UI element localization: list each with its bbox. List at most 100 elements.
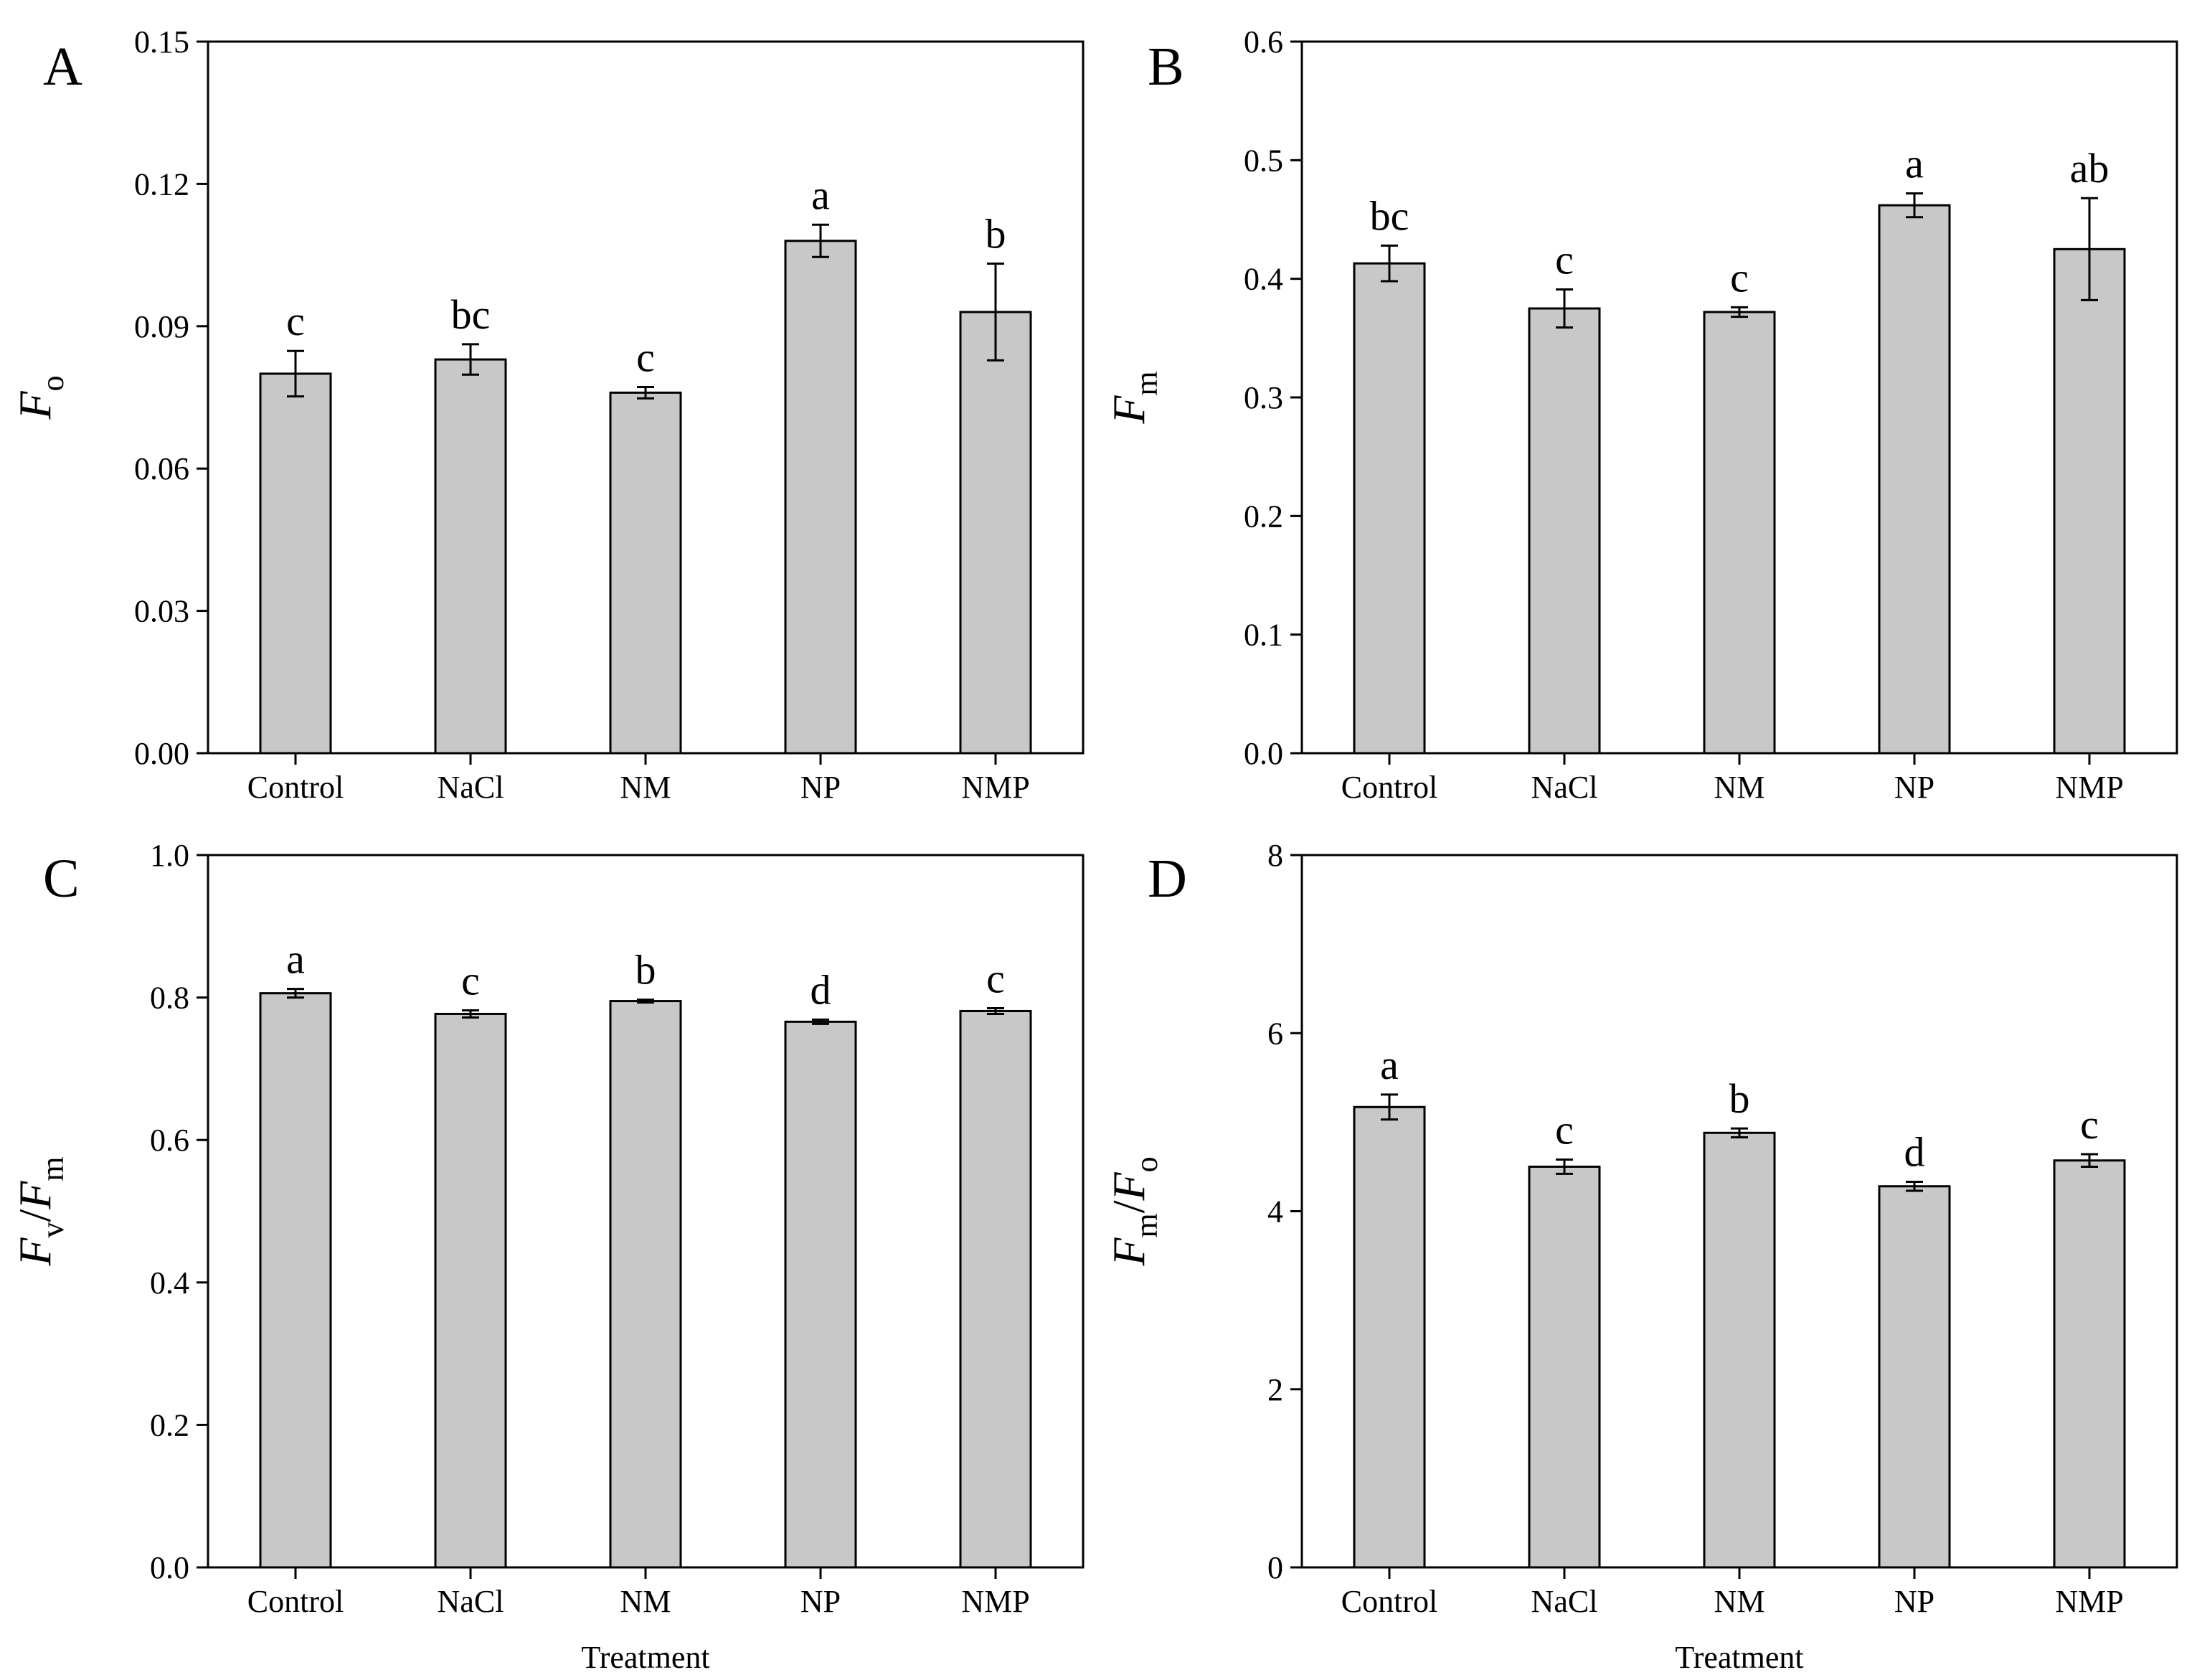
y-label-symbol: F <box>9 391 60 420</box>
significance-letter: bc <box>451 291 491 338</box>
significance-letter: c <box>1555 1107 1574 1153</box>
category-label: NP <box>800 770 841 805</box>
y-tick-label: 0.12 <box>134 166 189 202</box>
category-label: NMP <box>2055 1584 2123 1619</box>
bar <box>609 1000 682 1569</box>
y-tick-label: 0.2 <box>1244 499 1283 534</box>
category-label: Control <box>1341 770 1437 805</box>
bar <box>609 391 682 755</box>
y-label-subscript: o <box>1129 1156 1164 1172</box>
panel-d: 0 2 4 6 8 a Control c NaCl b NM d NP c NMP D Treatment Fm… <box>1103 838 2178 1675</box>
significance-letter: a <box>1380 1042 1399 1088</box>
bar <box>1353 1105 1426 1569</box>
y-label-subscript: v <box>35 1222 70 1238</box>
y-label-symbol: F <box>9 1181 60 1210</box>
panel-c: 0.0 0.2 0.4 0.6 0.8 1.0 a Control c NaCl b NM d NP c NM… <box>9 838 1085 1675</box>
category-label: NM <box>620 770 671 805</box>
category-label: NP <box>1894 770 1934 805</box>
bar <box>784 1020 857 1569</box>
panel-b: 0.0 0.1 0.2 0.3 0.4 0.5 0.6 bc Control c NaCl c NM a N… <box>1103 24 2178 805</box>
y-tick-label: 0.8 <box>150 981 189 1016</box>
category-label: NaCl <box>438 770 504 805</box>
category-label: NaCl <box>1531 770 1598 805</box>
panel-a: 0.00 0.03 0.06 0.09 0.12 0.15 c Control bc NaCl c N… <box>9 24 1085 805</box>
bar <box>1703 1131 1776 1569</box>
bar <box>259 992 332 1569</box>
significance-letter: c <box>1730 254 1749 301</box>
y-tick-label: 0.03 <box>134 594 189 629</box>
y-tick-label: 0.00 <box>134 736 189 771</box>
panel-letter: C <box>43 849 80 909</box>
category-label: NaCl <box>438 1584 504 1619</box>
bar <box>1703 311 1776 755</box>
category-label: NP <box>800 1584 841 1619</box>
y-tick-label: 6 <box>1267 1016 1283 1051</box>
bar <box>959 311 1032 755</box>
y-tick-label: 4 <box>1267 1194 1283 1230</box>
x-axis-label: Treatment <box>1675 1640 1803 1675</box>
bar <box>1528 1165 1601 1569</box>
y-tick-label: 0.3 <box>1244 380 1283 415</box>
bar <box>1878 204 1951 755</box>
bar <box>784 240 857 755</box>
significance-letter: d <box>811 966 831 1013</box>
significance-letter: ab <box>2070 145 2109 192</box>
y-label-subscript: o <box>35 375 70 391</box>
significance-letter: b <box>986 211 1006 258</box>
bar <box>2053 247 2126 755</box>
y-tick-label: 0.0 <box>1244 736 1283 771</box>
y-tick-label: 0.6 <box>150 1123 189 1158</box>
significance-letter: c <box>2080 1101 2099 1148</box>
bar <box>434 1012 507 1569</box>
bar <box>1878 1185 1951 1569</box>
y-label-symbol: F <box>1103 1237 1154 1267</box>
category-label: NaCl <box>1531 1584 1598 1619</box>
category-label: NMP <box>961 1584 1029 1619</box>
y-tick-label: 0.09 <box>134 309 189 344</box>
significance-letter: b <box>1729 1075 1750 1122</box>
category-label: NM <box>1714 770 1765 805</box>
significance-letter: bc <box>1370 192 1409 239</box>
bar <box>959 1009 1032 1569</box>
y-label-symbol: F <box>1103 1171 1154 1201</box>
category-label: NMP <box>961 770 1029 805</box>
y-tick-label: 0 <box>1267 1550 1283 1585</box>
bar <box>2053 1159 2126 1569</box>
y-axis-label: Fm​ <box>1103 371 1164 424</box>
bar <box>434 358 507 755</box>
y-tick-label: 0.0 <box>150 1550 189 1585</box>
y-label-slash: / <box>1103 1200 1154 1213</box>
y-tick-label: 8 <box>1267 838 1283 873</box>
panel-letter: B <box>1148 37 1184 97</box>
category-label: Control <box>247 1584 344 1619</box>
bar <box>1528 307 1601 755</box>
significance-letter: a <box>1905 141 1924 187</box>
panel-letter: A <box>43 37 82 97</box>
significance-letter: c <box>461 957 480 1004</box>
significance-letter: c <box>986 955 1005 1001</box>
y-tick-label: 2 <box>1267 1372 1283 1407</box>
panel-letter: D <box>1148 849 1187 909</box>
significance-letter: a <box>811 171 830 218</box>
significance-letter: a <box>286 936 305 983</box>
y-tick-label: 0.2 <box>150 1407 189 1443</box>
significance-letter: b <box>636 947 656 994</box>
bar <box>259 372 332 755</box>
category-label: NM <box>620 1584 671 1619</box>
y-tick-label: 0.5 <box>1244 143 1283 178</box>
y-tick-label: 0.15 <box>134 24 189 60</box>
category-label: Control <box>247 770 344 805</box>
category-label: NM <box>1714 1584 1765 1619</box>
y-label-subscript: m <box>1129 1213 1164 1237</box>
y-tick-label: 0.6 <box>1244 24 1283 60</box>
y-label-slash: / <box>9 1209 60 1222</box>
x-axis-label: Treatment <box>581 1640 709 1675</box>
y-tick-label: 0.1 <box>1244 618 1283 653</box>
y-label-subscript: m <box>35 1156 70 1181</box>
category-label: NP <box>1894 1584 1934 1619</box>
significance-letter: c <box>286 298 305 344</box>
category-label: NMP <box>2055 770 2123 805</box>
significance-letter: c <box>636 334 655 380</box>
y-tick-label: 1.0 <box>150 838 189 873</box>
